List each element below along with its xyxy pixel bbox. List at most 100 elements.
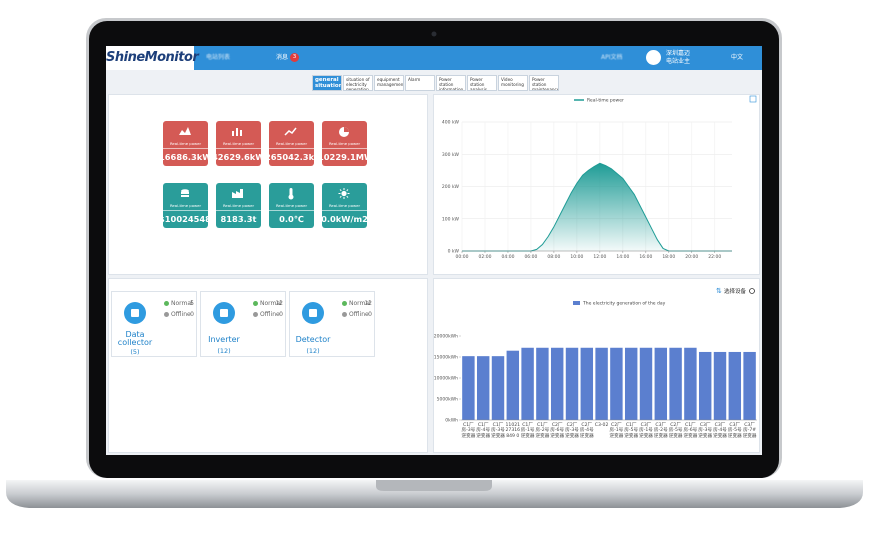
generation-chart: 0kWh 5000kWh 10000kWh 15000kWh 20000kWh The e… — [434, 287, 757, 424]
status-value: 0 — [279, 311, 283, 318]
bar — [521, 347, 534, 420]
stat-tile[interactable]: Real-time power 265042.3kWh — [265, 121, 329, 166]
x-tick-label: 08:00 — [547, 254, 560, 260]
language[interactable]: 中文 — [731, 54, 744, 61]
status-value: 0 — [190, 311, 194, 318]
y-tick-label: 100 kW — [442, 216, 460, 222]
x-tick-label: C2厂房-3号逆变器 — [565, 423, 579, 439]
download-icon — [749, 95, 757, 103]
menu-item[interactable]: 电站列表 — [206, 54, 231, 61]
user-name[interactable]: 深圳嘉迈 — [666, 50, 691, 57]
tab[interactable]: situation of electricity generation — [343, 75, 373, 91]
tile-value: 10229.1MWh — [318, 152, 380, 162]
x-tick-label: 1102127316849 0 — [505, 423, 521, 439]
status-value: 0 — [368, 311, 372, 318]
tile-value: 42629.6kWh — [212, 152, 271, 162]
device-name: Data collector — [117, 330, 153, 347]
x-tick-label: C2厂房-6号逆变器 — [550, 423, 565, 439]
x-tick-label: 22:00 — [708, 254, 721, 260]
tab[interactable]: equipment management — [374, 75, 404, 91]
x-tick-label: C1厂房-2号逆变器 — [535, 423, 550, 439]
device-select[interactable]: 选择设备 — [724, 289, 747, 295]
stat-tile[interactable]: Real-time power 0.0℃ — [269, 183, 314, 228]
status-dot — [164, 301, 169, 306]
x-tick-label: C1厂房-5号逆变器 — [624, 423, 639, 439]
tile-icon — [339, 127, 349, 137]
status-value: 5 — [190, 300, 194, 307]
y-tick-label: 0kWh — [445, 418, 458, 424]
device-panel: Data collector (5) Normal 5 Offline 0 Inverter… — [108, 278, 428, 453]
x-tick-label: C2厂房-4号逆变器 — [579, 423, 594, 439]
bar — [624, 347, 638, 420]
status-label: Offline — [260, 311, 280, 318]
x-tick-label: C3厂房-2号逆变器 — [653, 423, 668, 439]
bar — [684, 347, 697, 420]
x-tick-label: C3厂房-5号逆变器 — [727, 423, 742, 439]
device-count: (5) — [130, 348, 140, 356]
bar — [462, 356, 475, 420]
legend-label: Real-time power — [587, 98, 624, 104]
bar — [713, 351, 727, 420]
legend-swatch — [573, 301, 580, 305]
x-tick-label: C1厂房-6号逆变器 — [683, 423, 698, 439]
tile-label: Real-time power — [269, 141, 314, 149]
tile-label: Real-time power — [216, 141, 261, 149]
device-card[interactable]: Data collector (5) Normal 5 Offline 0 — [111, 291, 197, 357]
line-series — [462, 162, 732, 252]
x-tick-label: C3厂房-3号逆变器 — [698, 423, 713, 439]
tab[interactable]: Power station information — [436, 75, 466, 91]
tile-value: 8183.3t — [220, 214, 257, 224]
tile-icon — [284, 127, 297, 136]
tile-value: 16686.3kWh — [159, 152, 218, 162]
stat-tile[interactable]: Real-time power 10229.1MWh — [318, 121, 379, 166]
x-tick-label: C1厂房-3号逆变器 — [461, 423, 476, 439]
status-dot — [342, 312, 347, 317]
tab[interactable]: Power station maintenance — [529, 75, 559, 91]
status-dot — [253, 312, 258, 317]
status-dot — [164, 312, 169, 317]
stat-tile[interactable]: Real-time power 16686.3kWh — [159, 121, 217, 166]
messages[interactable]: 消息 — [276, 54, 289, 61]
device-name: Inverter — [208, 335, 240, 344]
tile-label: Real-time power — [163, 141, 208, 149]
tab[interactable]: Video monitoring — [498, 75, 528, 91]
status-label: Normal — [260, 300, 282, 307]
status-value: 12 — [275, 300, 283, 307]
bar — [580, 347, 594, 420]
api-link[interactable]: API文档 — [601, 54, 623, 61]
logo[interactable]: ShineMonitor — [106, 46, 199, 70]
legend-label: The electricity generation of the day — [582, 301, 666, 307]
x-tick-label: 12:00 — [593, 254, 606, 260]
stat-tile[interactable]: Real-time power 8183.3t — [216, 183, 261, 228]
stat-tile[interactable]: Real-time power 0.0kW/m2 — [321, 183, 368, 228]
notch — [376, 480, 492, 491]
x-tick-label: C1厂房-4号逆变器 — [476, 423, 491, 439]
bar — [610, 347, 623, 420]
tile-icon — [232, 189, 243, 198]
device-card[interactable]: Inverter (12) Normal 12 Offline 0 — [200, 291, 286, 357]
tab[interactable]: Alarm — [405, 75, 435, 91]
tile-icon — [179, 127, 191, 135]
stat-tile[interactable]: Real-time power 42629.6kWh — [212, 121, 270, 166]
x-tick-label: 00:00 — [456, 254, 469, 260]
tab[interactable]: general situation — [312, 75, 342, 91]
avatar[interactable] — [646, 50, 661, 65]
device-icon — [302, 302, 324, 324]
power-chart: 0 kW 100 kW 200 kW 300 kW 400 kW 00:00 02:00 04… — [442, 95, 757, 260]
device-name: Detector — [295, 335, 331, 344]
status-label: Normal — [349, 300, 371, 307]
device-card[interactable]: Detector (12) Normal 12 Offline 0 — [289, 291, 375, 357]
tile-value: $10024548.9 — [159, 214, 220, 224]
bar — [595, 347, 608, 420]
tab[interactable]: Power station analysis — [467, 75, 497, 91]
tile-label: Real-time power — [322, 203, 367, 211]
sort-icon: ⇅ — [716, 287, 722, 295]
stat-tile[interactable]: Real-time power $10024548.9 — [159, 183, 220, 228]
settings-icon — [749, 288, 755, 294]
bar — [565, 347, 579, 420]
device-icon — [124, 302, 146, 324]
x-tick-label: 06:00 — [524, 254, 537, 260]
bar — [550, 347, 564, 420]
message-badge: 3 — [290, 53, 299, 62]
